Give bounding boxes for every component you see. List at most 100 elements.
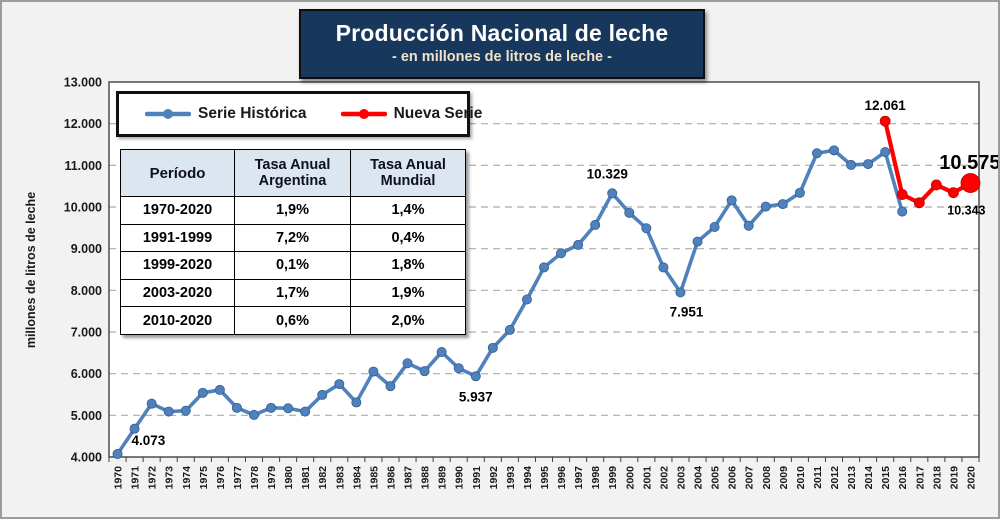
data-point-marker [897,206,908,217]
data-point-marker [317,389,328,400]
data-point-marker [129,423,140,434]
y-axis-title: millones de litros de leche [24,192,38,348]
x-axis-year-label: 2009 [778,466,790,490]
y-axis-tick-label: 5.000 [71,409,102,423]
y-axis-tick-label: 7.000 [71,326,102,340]
table-cell: 0,1% [234,251,351,280]
data-label: 10.329 [587,166,628,181]
data-point-marker [556,248,567,259]
data-point-marker [863,159,874,170]
table-row: 2003-2020 1,7% 1,9% [120,278,466,308]
data-point-marker [777,199,788,210]
data-point-marker [453,363,464,374]
x-axis-year-label: 1987 [403,466,415,490]
data-label: 4.073 [132,433,166,448]
x-axis-year-label: 2015 [880,466,892,490]
data-point-marker [197,387,208,398]
x-axis-year-label: 1974 [181,466,193,490]
x-axis-year-label: 2020 [965,466,977,490]
y-axis-tick-label: 6.000 [71,367,102,381]
x-axis-year-label: 2001 [641,466,653,490]
x-axis-year-label: 2003 [675,466,687,490]
x-axis-year-label: 1970 [113,466,125,490]
table-row: 1999-2020 0,1% 1,8% [120,251,466,280]
data-point-marker [266,402,277,413]
x-axis-year-label: 1980 [283,466,295,490]
y-axis-tick-label: 13.000 [64,76,102,90]
data-point-marker [811,148,822,159]
x-axis-year-label: 1985 [368,466,380,490]
data-point-marker [607,188,618,199]
data-point-marker [726,195,737,206]
data-point-marker [930,179,942,191]
data-point-marker [794,187,805,198]
x-axis-year-label: 1999 [607,466,619,490]
data-point-marker [573,239,584,250]
x-axis-year-label: 2008 [761,466,773,490]
x-axis-year-label: 1991 [471,466,483,490]
x-axis-year-label: 2016 [897,466,909,490]
x-axis-year-label: 2014 [863,466,875,490]
table-cell: 1,9% [234,196,351,225]
legend-line-sample-icon [145,109,191,119]
x-axis-year-label: 1986 [385,466,397,490]
y-axis-tick-label: 10.000 [64,201,102,215]
y-axis-tick-label: 8.000 [71,284,102,298]
y-axis-tick-label: 11.000 [64,159,102,173]
data-point-marker [419,366,430,377]
table-cell: 2003-2020 [120,278,235,308]
x-axis-year-label: 1995 [539,466,551,490]
x-axis-year-label: 1992 [488,466,500,490]
data-point-marker [658,262,669,273]
chart-subtitle: - en millones de litros de leche - [392,49,612,65]
x-axis-year-label: 1973 [164,466,176,490]
table-cell: 0,4% [350,223,466,253]
legend: Serie Histórica Nueva Serie [116,91,482,137]
data-point-marker [829,145,840,156]
data-point-marker [231,402,242,413]
x-axis-year-label: 1982 [317,466,329,490]
data-point-marker [368,366,379,377]
x-axis-year-label: 1990 [454,466,466,490]
data-point-marker [641,223,652,234]
x-axis-year-label: 1998 [590,466,602,490]
table-header-cell: Período [120,149,235,197]
table-cell: 1,8% [350,251,466,280]
x-axis-year-label: 2002 [658,466,670,490]
x-axis-year-label: 1979 [266,466,278,490]
x-axis-year-label: 1997 [573,466,585,490]
data-point-marker [743,220,754,231]
data-point-marker [590,219,601,230]
data-label: 5.937 [459,389,493,404]
table-cell: 1999-2020 [120,251,235,280]
data-point-marker [385,381,396,392]
data-point-marker [709,221,720,232]
x-axis-year-label: 2012 [829,466,841,490]
table-row: 1970-2020 1,9% 1,4% [120,196,466,225]
table-cell: 0,6% [234,306,351,335]
data-point-marker [948,187,959,199]
data-point-marker [913,197,925,209]
x-axis-year-label: 2018 [931,466,943,490]
annual-rates-table: Período Tasa Anual Argentina Tasa Anual Mund… [120,149,466,335]
data-point-marker [248,409,259,420]
table-header-cell: Tasa Anual Mundial [350,149,466,197]
x-axis-year-label: 2005 [710,466,722,490]
data-point-marker [960,173,981,193]
x-axis-year-label: 1984 [351,466,363,490]
data-point-marker [624,207,635,218]
x-axis-year-label: 2004 [693,466,705,490]
x-axis-year-label: 2010 [795,466,807,490]
x-axis-year-label: 2013 [846,466,858,490]
x-axis-year-label: 2017 [914,466,926,490]
x-axis-year-label: 1975 [198,466,210,490]
data-point-marker [521,294,532,305]
data-point-marker [283,403,294,414]
table-cell: 1991-1999 [120,223,235,253]
data-label: 10.575 [939,152,1000,174]
data-point-marker [436,346,447,357]
table-cell: 1970-2020 [120,196,235,225]
legend-label: Serie Histórica [198,105,307,122]
x-axis-year-label: 1977 [232,466,244,490]
